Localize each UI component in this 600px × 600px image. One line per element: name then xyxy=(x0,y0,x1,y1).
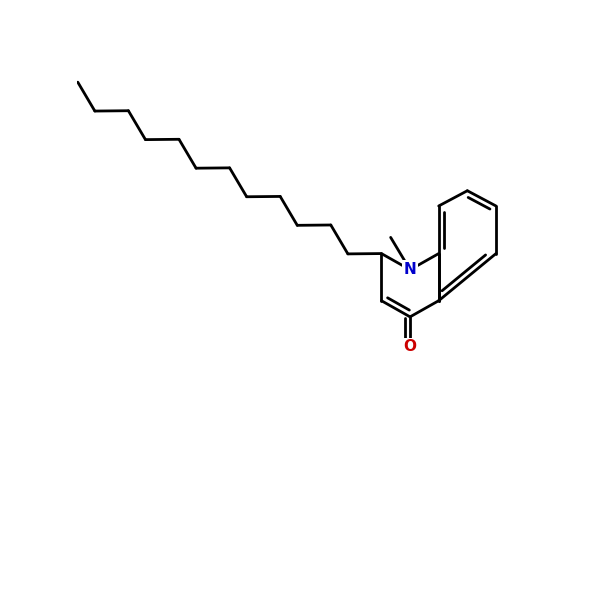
Text: N: N xyxy=(404,262,416,277)
Text: O: O xyxy=(404,340,416,355)
